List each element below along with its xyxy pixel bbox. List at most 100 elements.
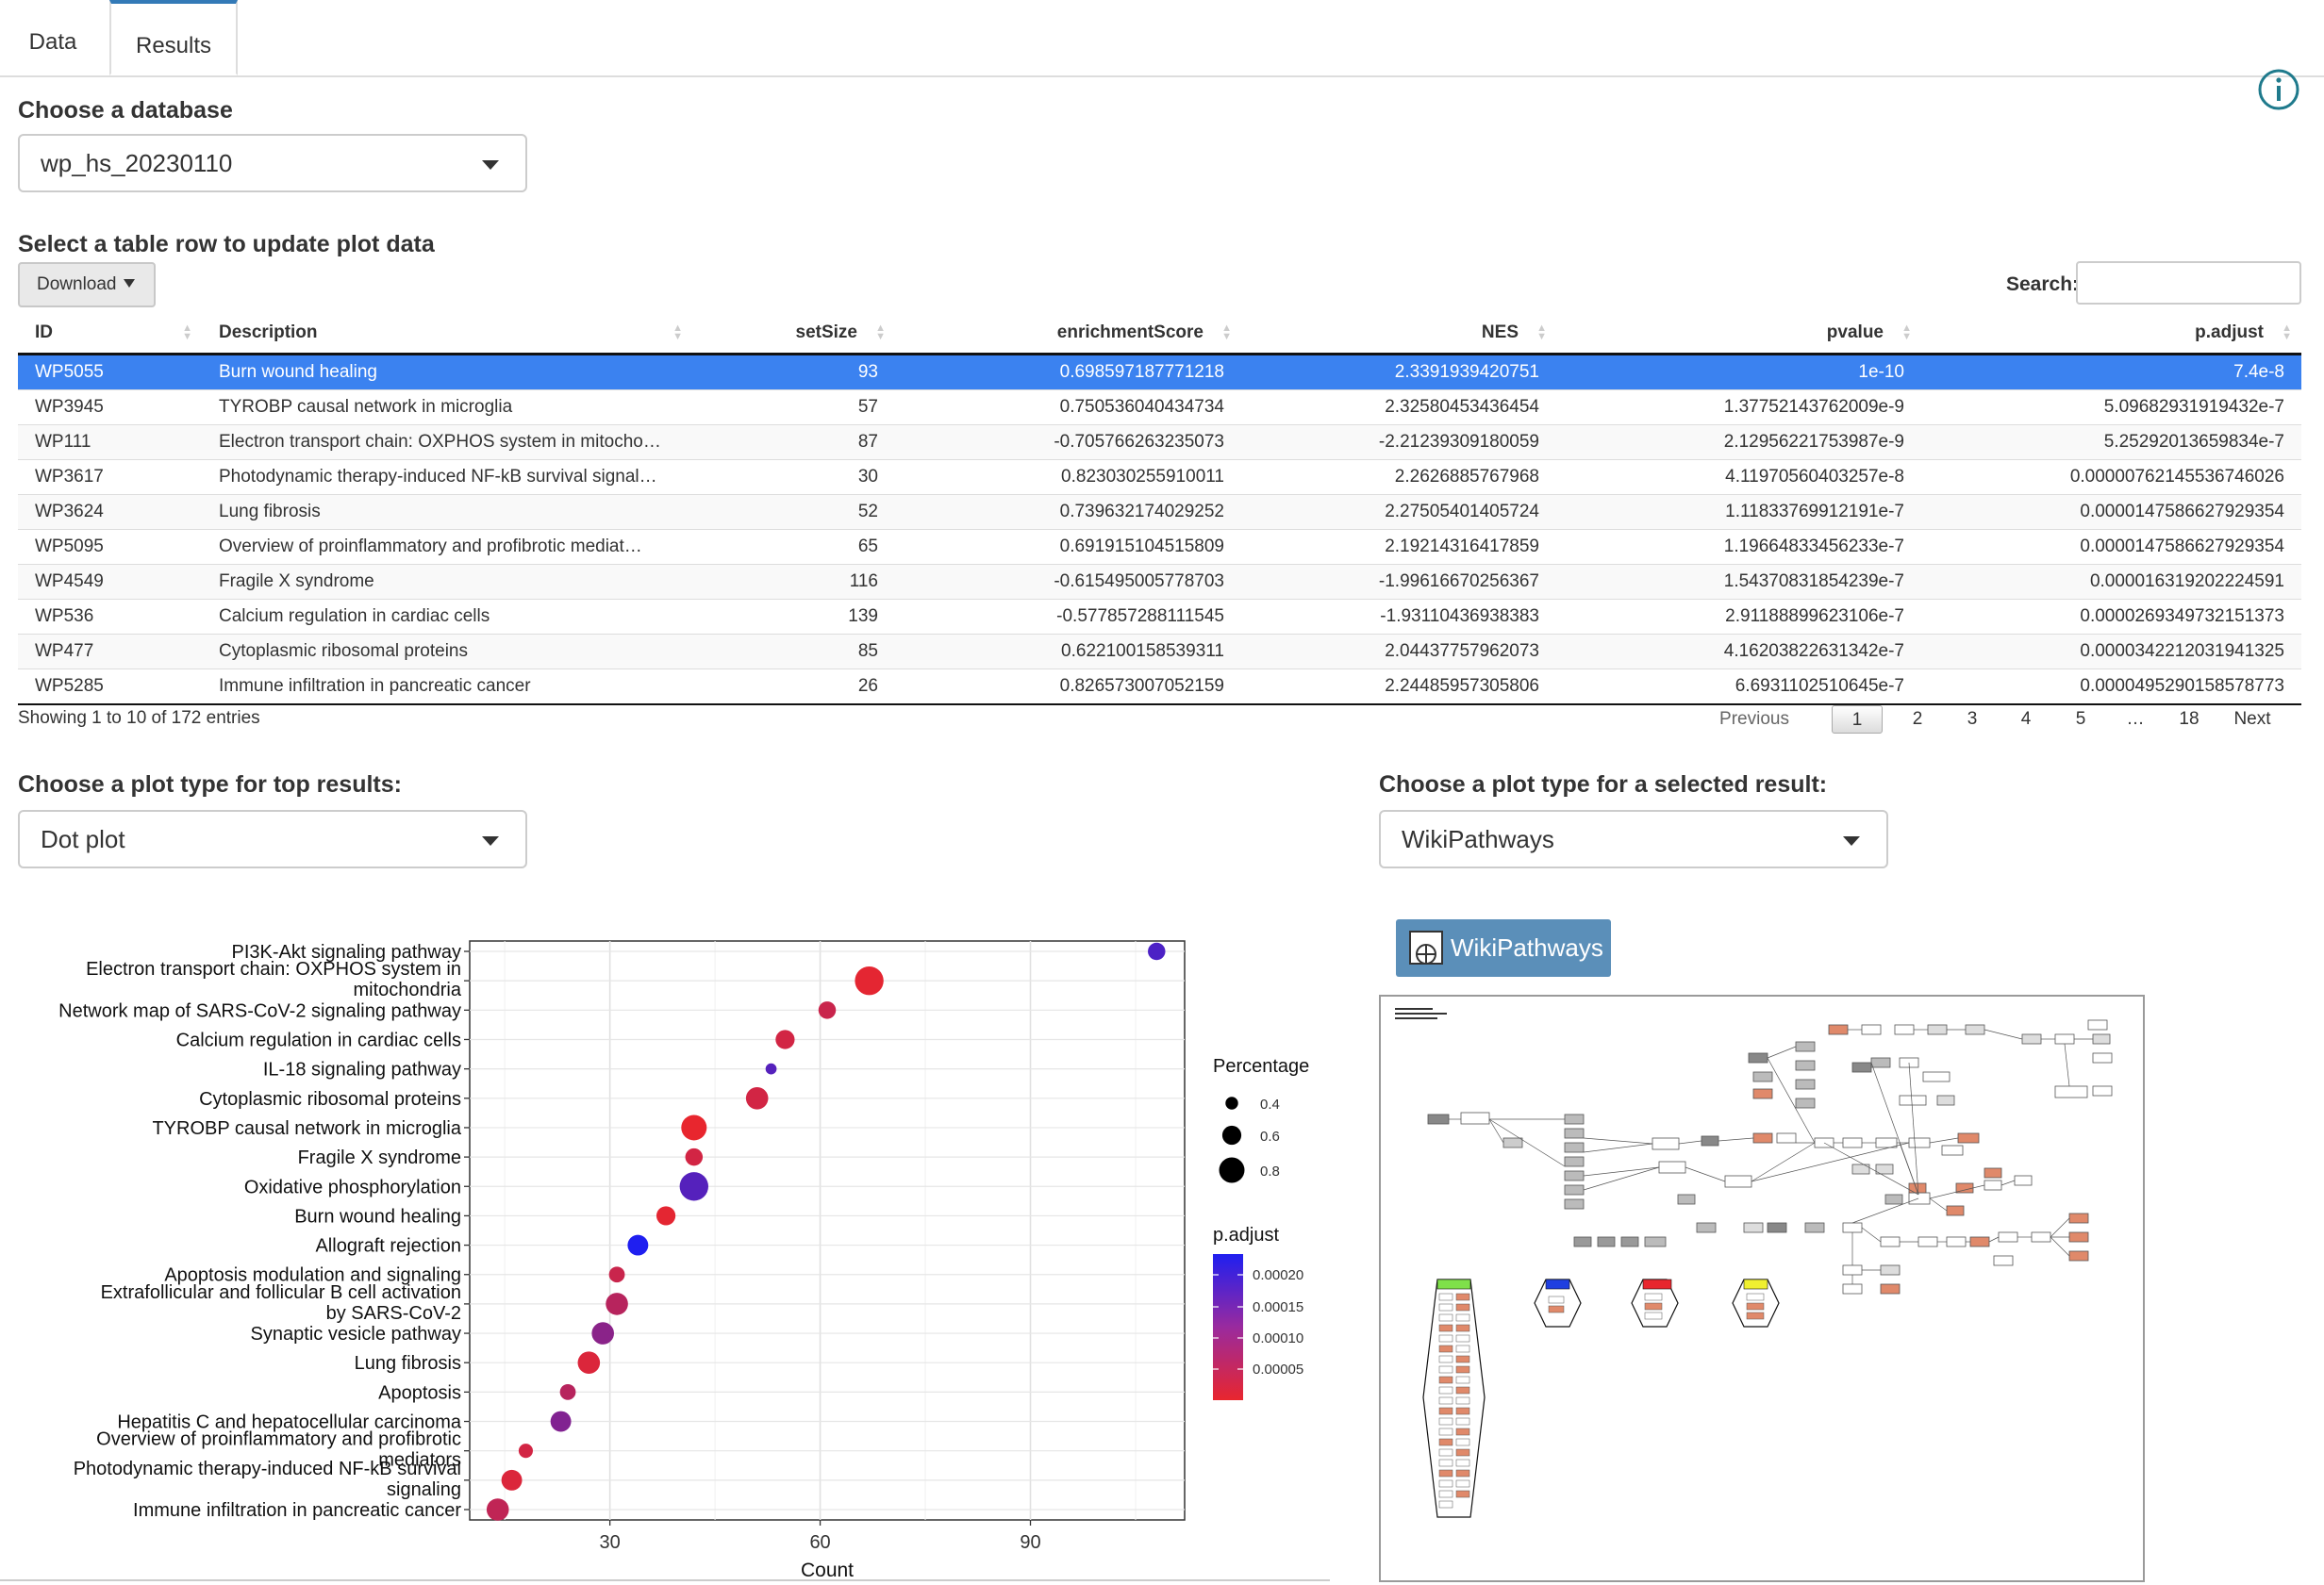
legend-size-key (1221, 1125, 1242, 1146)
data-point (501, 1469, 523, 1491)
info-icon[interactable] (2257, 68, 2300, 111)
table-cell: -2.21239309180059 (1241, 424, 1556, 460)
y-tick-label: Extrafollicular and follicular B cell ac… (101, 1282, 461, 1324)
table-cell: Cytoplasmic ribosomal proteins (202, 634, 692, 669)
data-point (1148, 942, 1166, 961)
y-tick-label: Hepatitis C and hepatocellular carcinoma (117, 1412, 462, 1433)
database-select[interactable]: wp_hs_20230110 (18, 134, 527, 192)
table-cell: 1e-10 (1556, 354, 1921, 390)
table-cell: 0.00000762145536746026 (1921, 459, 2301, 495)
table-cell: 52 (692, 494, 895, 530)
table-cell: 0.0000147586627929354 (1921, 529, 2301, 565)
pagination-ellipsis: … (2126, 709, 2145, 729)
chevron-down-icon (482, 160, 499, 170)
col-header-id[interactable]: ID ▲ ▼ (18, 313, 202, 355)
table-cell: Calcium regulation in cardiac cells (202, 599, 692, 635)
table-cell: Electron transport chain: OXPHOS system … (202, 424, 692, 460)
y-tick-label: Network map of SARS-CoV-2 signaling path… (58, 1000, 461, 1021)
table-cell: 0.000016319202224591 (1921, 564, 2301, 600)
data-point (559, 1383, 576, 1400)
data-point (679, 1172, 709, 1201)
table-cell: WP111 (18, 424, 202, 460)
table-cell: WP477 (18, 634, 202, 669)
table-row[interactable]: WP3624 Lung fibrosis 52 0.739632174029252 2.… (18, 494, 2301, 530)
pagination-previous[interactable]: Previous (1719, 709, 1789, 729)
tab-results[interactable]: Results (109, 0, 238, 75)
col-header-nes[interactable]: NES ▲ ▼ (1241, 313, 1556, 355)
table-cell: 6.6931102510645e-7 (1556, 669, 1921, 705)
table-cell: 139 (692, 599, 895, 635)
chevron-down-icon (1843, 836, 1860, 846)
table-row[interactable]: WP5095 Overview of proinflammatory and pr… (18, 529, 2301, 565)
table-cell: 85 (692, 634, 895, 669)
table-row[interactable]: WP477 Cytoplasmic ribosomal proteins 85 0.6… (18, 634, 2301, 669)
y-tick-label: Electron transport chain: OXPHOS system … (86, 959, 462, 1000)
data-point (818, 1001, 837, 1019)
col-header-pvalue[interactable]: pvalue ▲ ▼ (1556, 313, 1921, 355)
y-tick-label: Oxidative phosphorylation (244, 1177, 461, 1197)
data-point (745, 1086, 769, 1110)
table-row[interactable]: WP4549 Fragile X syndrome 116 -0.6154950057… (18, 564, 2301, 600)
table-cell: WP3945 (18, 389, 202, 425)
y-tick-label: Photodynamic therapy-induced NF-kB survi… (74, 1459, 461, 1500)
pagination-next[interactable]: Next (2233, 709, 2271, 729)
caret-down-icon (124, 279, 135, 288)
table-row[interactable]: WP3617 Photodynamic therapy-induced NF-kB… (18, 459, 2301, 495)
legend-colorbar (1213, 1254, 1243, 1400)
pagination-page-4[interactable]: 4 (2020, 709, 2032, 729)
legend-size-label: 0.8 (1260, 1164, 1280, 1180)
top-plot-select[interactable]: Dot plot (18, 810, 527, 868)
y-tick-label: IL-18 signaling pathway (263, 1060, 461, 1081)
y-tick-label: Allograft rejection (315, 1236, 461, 1257)
search-input[interactable] (2076, 261, 2301, 305)
pagination-page-3[interactable]: 3 (1967, 709, 1978, 729)
y-tick-label: TYROBP causal network in microglia (152, 1118, 461, 1139)
download-button[interactable]: Download (18, 262, 156, 307)
table-row[interactable]: WP5055 Burn wound healing 93 0.698597187771… (18, 354, 2301, 390)
legend-size-title: Percentage (1213, 1056, 1309, 1077)
col-header-enrichmentscore[interactable]: enrichmentScore ▲ ▼ (895, 313, 1241, 355)
pagination-page-18[interactable]: 18 (2179, 709, 2200, 729)
top-plot-select-value: Dot plot (41, 825, 125, 853)
table-cell: WP3617 (18, 459, 202, 495)
table-row[interactable]: WP3945 TYROBP causal network in microglia… (18, 389, 2301, 425)
data-point (591, 1322, 614, 1345)
wikipathways-button[interactable]: WikiPathways (1396, 919, 1611, 977)
results-table: ID ▲ ▼ Description ▲ ▼ setSize ▲ ▼ enrichmentS… (18, 313, 2301, 705)
col-header-description[interactable]: Description ▲ ▼ (202, 313, 692, 355)
tab-data[interactable]: Data (28, 29, 77, 55)
table-cell: WP5055 (18, 354, 202, 390)
table-cell: 0.823030255910011 (895, 459, 1241, 495)
col-header-padjust[interactable]: p.adjust ▲ ▼ (1921, 313, 2301, 355)
data-point (577, 1351, 601, 1375)
table-cell: 2.91188899623106e-7 (1556, 599, 1921, 635)
selected-plot-select[interactable]: WikiPathways (1379, 810, 1888, 868)
table-cell: 0.826573007052159 (895, 669, 1241, 705)
legend-color-label: 0.00020 (1253, 1267, 1303, 1283)
table-cell: 65 (692, 529, 895, 565)
table-cell: WP5285 (18, 669, 202, 705)
pagination-page-1[interactable]: 1 (1832, 705, 1883, 734)
pagination-page-5[interactable]: 5 (2075, 709, 2086, 729)
table-cell: 2.19214316417859 (1241, 529, 1556, 565)
table-cell: Fragile X syndrome (202, 564, 692, 600)
col-header-setsize[interactable]: setSize ▲ ▼ (692, 313, 895, 355)
table-cell: 2.04437757962073 (1241, 634, 1556, 669)
table-row[interactable]: WP536 Calcium regulation in cardiac cells… (18, 599, 2301, 635)
download-button-label: Download (37, 274, 117, 294)
table-cell: 5.09682931919432e-7 (1921, 389, 2301, 425)
pagination-page-2[interactable]: 2 (1912, 709, 1923, 729)
data-point (627, 1234, 649, 1256)
x-tick-label: 90 (1020, 1532, 1040, 1553)
table-cell: WP5095 (18, 529, 202, 565)
x-tick-label: 30 (600, 1532, 621, 1553)
table-cell: -0.705766263235073 (895, 424, 1241, 460)
table-cell: 2.27505401405724 (1241, 494, 1556, 530)
table-row[interactable]: WP111 Electron transport chain: OXPHOS sy… (18, 424, 2301, 460)
y-tick-label: Calcium regulation in cardiac cells (176, 1030, 461, 1050)
x-tick-label: 60 (809, 1532, 830, 1553)
table-cell: 2.32580453436454 (1241, 389, 1556, 425)
data-point (608, 1266, 625, 1283)
data-point (681, 1114, 707, 1141)
table-row[interactable]: WP5285 Immune infiltration in pancreatic … (18, 669, 2301, 705)
